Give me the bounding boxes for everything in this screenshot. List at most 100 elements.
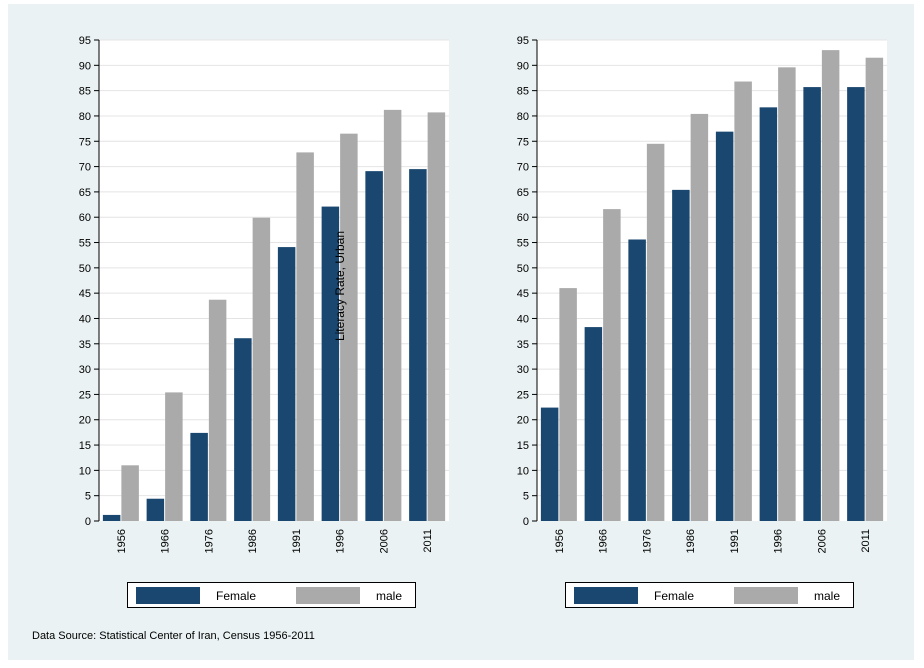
legend-left: Female male	[127, 582, 416, 608]
data-source-note: Data Source: Statistical Center of Iran,…	[32, 630, 315, 642]
legend-label-male: male	[814, 589, 841, 603]
bar-female	[146, 498, 165, 521]
bar-female	[715, 131, 734, 521]
bar-female	[759, 107, 778, 521]
figure: 0 5 10 15 20 25 30 35 40 45 50 55 60 65 70 75 80 85 90 95 19…	[8, 4, 914, 660]
bar-male	[690, 113, 709, 521]
y-tick-label: 65	[79, 187, 91, 199]
bar-female	[803, 87, 821, 521]
y-tick-label: 15	[517, 440, 529, 452]
y-tick-label: 10	[79, 465, 91, 477]
bar-male	[778, 67, 796, 521]
bar-male	[383, 109, 402, 521]
y-tick-label: 40	[517, 313, 529, 325]
y-tick-label: 75	[517, 136, 529, 148]
x-tick-label: 1976	[203, 529, 215, 553]
bar-female	[584, 327, 603, 521]
bar-female	[102, 514, 121, 521]
chart-left-panel: 0 5 10 15 20 25 30 35 40 45 50 55 60 65 70 75 80 85 90 95 19…	[79, 35, 449, 553]
bar-male	[865, 57, 884, 521]
x-tick-label: 1991	[729, 529, 741, 553]
legend-swatch-female	[574, 587, 638, 604]
y-tick-label: 45	[79, 288, 91, 300]
x-tick-label: 1956	[554, 529, 566, 553]
legend-right: Female male	[565, 582, 854, 608]
x-tick-label: 2006	[816, 529, 828, 553]
y-tick-label: 30	[517, 364, 529, 376]
legend-swatch-male	[296, 587, 360, 604]
y-tick-label: 35	[79, 339, 91, 351]
y-tick-label: 90	[517, 60, 529, 72]
bar-male	[821, 50, 840, 522]
y-tick-label: 95	[517, 35, 529, 47]
y-tick-label: 0	[523, 516, 529, 528]
y-tick-label: 65	[517, 187, 529, 199]
y-tick-label: 80	[79, 111, 91, 123]
bar-male	[165, 392, 183, 521]
y-tick-label: 50	[517, 263, 529, 275]
bar-female	[847, 87, 865, 521]
x-tick-label: 1991	[291, 529, 303, 553]
y-tick-label: 80	[517, 111, 529, 123]
y-tick-label: 0	[85, 516, 91, 528]
y-tick-label: 25	[517, 389, 529, 401]
y-tick-label: 30	[79, 364, 91, 376]
x-tick-label: 1966	[598, 529, 610, 553]
y-tick-label: 20	[79, 415, 91, 427]
bar-male	[121, 465, 139, 521]
y-tick-label: 85	[79, 86, 91, 98]
y-tick-label: 15	[79, 440, 91, 452]
y-tick-label: 10	[517, 465, 529, 477]
y-tick-label: 55	[79, 238, 91, 250]
bar-female	[628, 239, 646, 522]
bar-female	[234, 338, 252, 521]
y-tick-label: 60	[79, 212, 91, 224]
bar-female	[190, 432, 208, 521]
y-tick-label: 60	[517, 212, 529, 224]
x-tick-label: 1986	[247, 529, 259, 553]
legend-swatch-male	[734, 587, 798, 604]
bar-female	[321, 206, 340, 522]
bar-female	[540, 407, 559, 521]
bar-female	[672, 189, 690, 521]
bar-male	[252, 217, 271, 521]
y-tick-label: 5	[523, 491, 529, 503]
bar-male	[734, 81, 752, 522]
bar-female	[277, 247, 296, 521]
y-tick-label: 70	[79, 162, 91, 174]
bar-male	[340, 133, 358, 521]
bar-female	[365, 171, 383, 521]
y-tick-label: 90	[79, 60, 91, 72]
bar-male	[646, 143, 665, 521]
x-tick-label: 2011	[422, 529, 434, 553]
y-tick-label: 5	[85, 491, 91, 503]
x-tick-label: 2011	[860, 529, 872, 553]
y-tick-label: 35	[517, 339, 529, 351]
y-tick-label: 55	[517, 238, 529, 250]
y-axis-title: Literacy Rate, Urban	[333, 231, 347, 341]
y-tick-label: 45	[517, 288, 529, 300]
legend-label-female: Female	[654, 589, 695, 603]
y-tick-label: 50	[79, 263, 91, 275]
legend-swatch-female	[136, 587, 200, 604]
x-tick-label: 1976	[641, 529, 653, 553]
y-tick-label: 40	[79, 313, 91, 325]
y-tick-label: 95	[79, 35, 91, 47]
chart-right-panel: 0 5 10 15 20 25 30 35 40 45 50 55 60 65 70 75 80 85 90 95 19…	[517, 35, 887, 553]
x-tick-label: 1966	[160, 529, 172, 553]
x-tick-label: 1996	[335, 529, 347, 553]
bar-male	[559, 288, 577, 521]
bar-male	[208, 299, 227, 521]
legend-label-female: Female	[216, 589, 257, 603]
bar-male	[427, 112, 446, 521]
bar-male	[296, 152, 314, 521]
x-tick-label: 1956	[116, 529, 128, 553]
x-tick-label: 2006	[378, 529, 390, 553]
y-tick-label: 20	[517, 415, 529, 427]
bar-male	[603, 209, 621, 521]
legend-label-male: male	[376, 589, 403, 603]
y-tick-label: 25	[79, 389, 91, 401]
bar-female	[409, 169, 427, 521]
x-tick-label: 1996	[773, 529, 785, 553]
y-tick-label: 85	[517, 86, 529, 98]
